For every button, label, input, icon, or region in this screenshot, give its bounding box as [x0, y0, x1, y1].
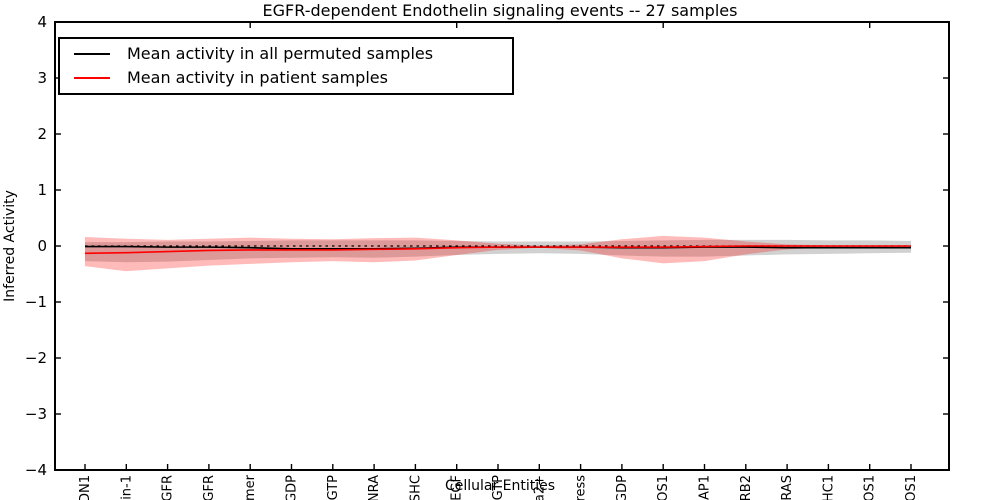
y-tick-label: 0: [37, 237, 47, 255]
mean-line-1: [84, 245, 911, 255]
legend: Mean activity in all permuted samples Me…: [58, 37, 514, 95]
y-tick-label: 2: [37, 125, 47, 143]
x-tick-label: EGF/EGFR dimer: [243, 474, 258, 500]
y-tick-label: −3: [25, 405, 47, 423]
x-tick-label: GRB2/SOS1: [904, 475, 919, 500]
confidence-band-1: [85, 235, 911, 272]
legend-item-permuted: Mean activity in all permuted samples: [74, 44, 512, 64]
x-tick-label: response to oxidative stress: [574, 475, 589, 500]
x-tick-label: EGF: [450, 475, 465, 500]
x-tick-label: EGF/EGFR dimer/SHC: [408, 475, 423, 500]
x-tick-label: EGFR: [202, 475, 217, 500]
patient-line-swatch: [74, 77, 110, 79]
y-tick-label: 3: [37, 69, 47, 87]
x-tick-label: HRAS: [780, 475, 795, 500]
x-tick-label: mol:Ca2+: [532, 475, 547, 500]
chart-title: EGFR-dependent Endothelin signaling even…: [262, 1, 738, 20]
legend-label-permuted: Mean activity in all permuted samples: [127, 44, 434, 63]
x-tick-label: EDNRA: [367, 475, 382, 500]
x-axis-label: Cellular Entities: [444, 478, 556, 494]
y-tick-label: 4: [37, 13, 47, 31]
x-tick-label: SHC1: [821, 475, 836, 500]
x-tick-label: EGF/EGFR: [161, 475, 176, 500]
x-tick-label: mol:GTP: [491, 475, 506, 500]
y-tick-label: −4: [25, 461, 47, 479]
x-tick-label: mol:GDP: [615, 475, 630, 500]
x-tick-label: GRB2: [739, 475, 754, 500]
x-tick-label: EDN1: [78, 475, 93, 500]
x-tick-label: FRAP1: [698, 475, 713, 500]
x-tick-label: SOS1: [863, 475, 878, 500]
legend-item-patient: Mean activity in patient samples: [74, 68, 512, 88]
x-tick-label: ETA receptor/Endothelin-1: [119, 475, 134, 500]
legend-label-patient: Mean activity in patient samples: [127, 68, 388, 87]
x-tick-label: HRAS/GTP: [326, 475, 341, 500]
x-tick-label: EGF/EGFR dimer/SHC/GRB2/SOS1: [656, 475, 671, 500]
x-tick-label: HRAS/GDP: [285, 475, 300, 500]
y-tick-label: 1: [37, 181, 47, 199]
y-tick-label: −2: [25, 349, 47, 367]
permuted-line-swatch: [74, 53, 110, 55]
y-tick-label: −1: [25, 293, 47, 311]
